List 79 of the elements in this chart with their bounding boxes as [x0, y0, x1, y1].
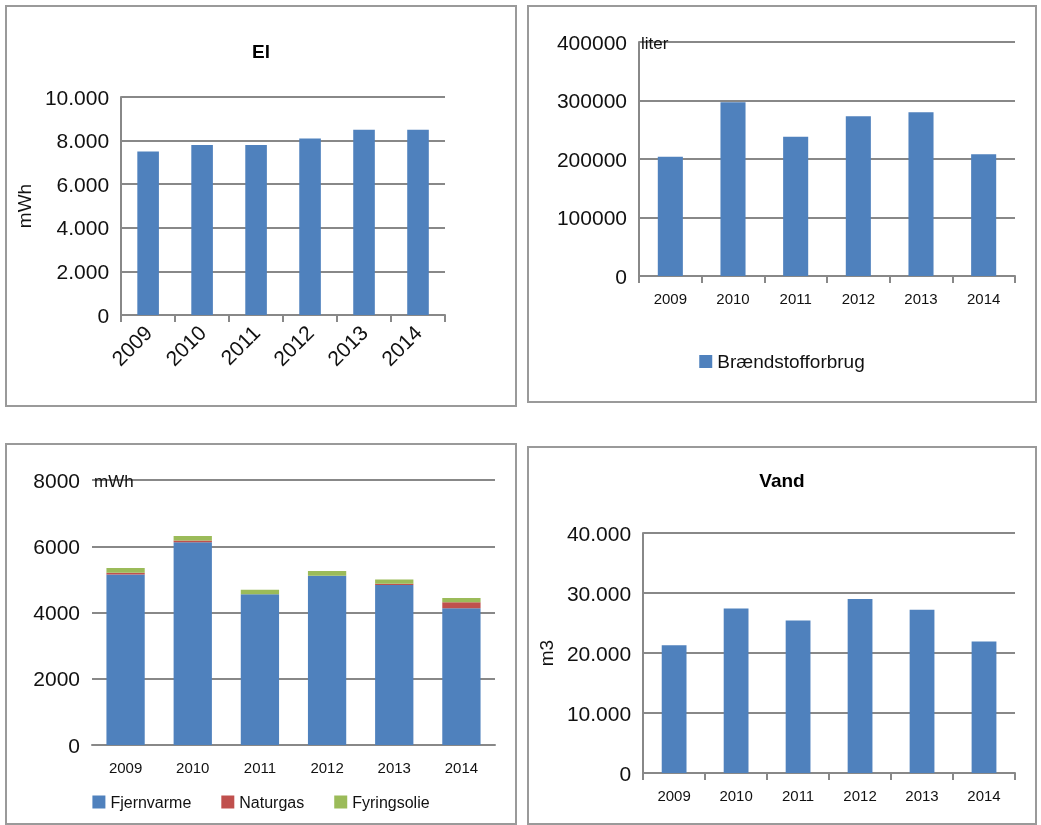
- y-tick-label: 4000: [33, 601, 80, 624]
- bar: [173, 535, 212, 541]
- bar: [971, 641, 997, 773]
- y-tick-label: 8.000: [56, 129, 110, 153]
- bar: [106, 574, 145, 745]
- y-tick-label: 0: [68, 733, 80, 757]
- x-tick-label: 2014: [966, 290, 1001, 307]
- x-tick-label: 2009: [653, 290, 688, 307]
- x-tick-label: 2011: [779, 290, 812, 307]
- legend-label: Naturgas: [239, 793, 305, 811]
- y-tick-label: 300000: [556, 89, 627, 112]
- bar: [723, 608, 749, 773]
- bar: [783, 136, 809, 276]
- y-tick-label: 0: [615, 264, 627, 288]
- bar: [845, 116, 871, 276]
- bar: [909, 609, 935, 773]
- x-tick-label: 2012: [310, 759, 344, 776]
- y-axis-title: liter: [641, 34, 669, 53]
- bar: [299, 138, 321, 315]
- bar: [908, 112, 934, 276]
- y-axis-title: mWh: [94, 472, 134, 491]
- y-tick-label: 10.000: [44, 85, 110, 109]
- y-tick-label: 8000: [33, 468, 80, 492]
- bar: [191, 144, 213, 315]
- y-axis-title: m3: [536, 639, 557, 667]
- y-tick-label: 40.000: [566, 521, 632, 545]
- legend-label: Fyringsolie: [352, 793, 430, 811]
- bar: [407, 129, 429, 315]
- bar: [245, 144, 267, 315]
- bar: [307, 575, 347, 745]
- x-tick-label: 2011: [243, 759, 277, 776]
- x-tick-label: 2010: [176, 759, 210, 776]
- bar: [442, 597, 481, 603]
- y-axis-title: mWh: [14, 183, 35, 229]
- x-tick-label: 2014: [967, 787, 1001, 804]
- x-tick-label: 2013: [377, 759, 411, 776]
- y-tick-label: 200000: [556, 147, 627, 171]
- y-tick-label: 0: [619, 761, 632, 785]
- x-tick-label: 2012: [843, 787, 877, 804]
- bar: [353, 129, 375, 315]
- y-tick-label: 2.000: [56, 259, 110, 283]
- y-tick-label: 6.000: [56, 172, 110, 196]
- y-tick-label: 100000: [556, 206, 627, 229]
- bar: [785, 620, 811, 773]
- x-tick-label: 2013: [905, 787, 939, 804]
- x-tick-label: 2009: [108, 759, 143, 776]
- y-tick-label: 0: [97, 303, 110, 327]
- y-tick-label: 6000: [33, 534, 80, 558]
- bar: [137, 151, 159, 315]
- x-tick-label: 2013: [904, 290, 938, 307]
- bar: [847, 599, 873, 773]
- y-tick-label: 2000: [33, 667, 80, 691]
- bar: [307, 571, 347, 576]
- bar: [442, 602, 481, 609]
- y-tick-label: 4.000: [56, 216, 110, 240]
- x-tick-label: 2011: [781, 787, 815, 804]
- bar: [106, 568, 145, 573]
- y-tick-label: 400000: [556, 30, 627, 54]
- bar: [375, 579, 414, 584]
- x-tick-label: 2014: [444, 759, 479, 776]
- x-tick-label: 2009: [657, 787, 691, 804]
- bar: [375, 585, 414, 745]
- y-tick-label: 10.000: [566, 701, 632, 725]
- chart-title: Vand: [759, 470, 805, 491]
- bar: [661, 645, 687, 773]
- legend-label: Fjernvarme: [110, 793, 192, 811]
- bar: [240, 594, 280, 745]
- chart-title: El: [252, 41, 270, 62]
- bar: [720, 102, 746, 276]
- bar: [657, 156, 683, 276]
- y-tick-label: 30.000: [566, 581, 632, 605]
- x-tick-label: 2010: [716, 290, 750, 307]
- bar: [971, 154, 997, 276]
- bar: [442, 608, 481, 745]
- y-tick-label: 20.000: [566, 641, 632, 665]
- legend-label: Brændstofforbrug: [717, 351, 865, 372]
- x-tick-label: 2010: [719, 787, 753, 804]
- bar: [173, 542, 212, 745]
- x-tick-label: 2012: [841, 290, 876, 307]
